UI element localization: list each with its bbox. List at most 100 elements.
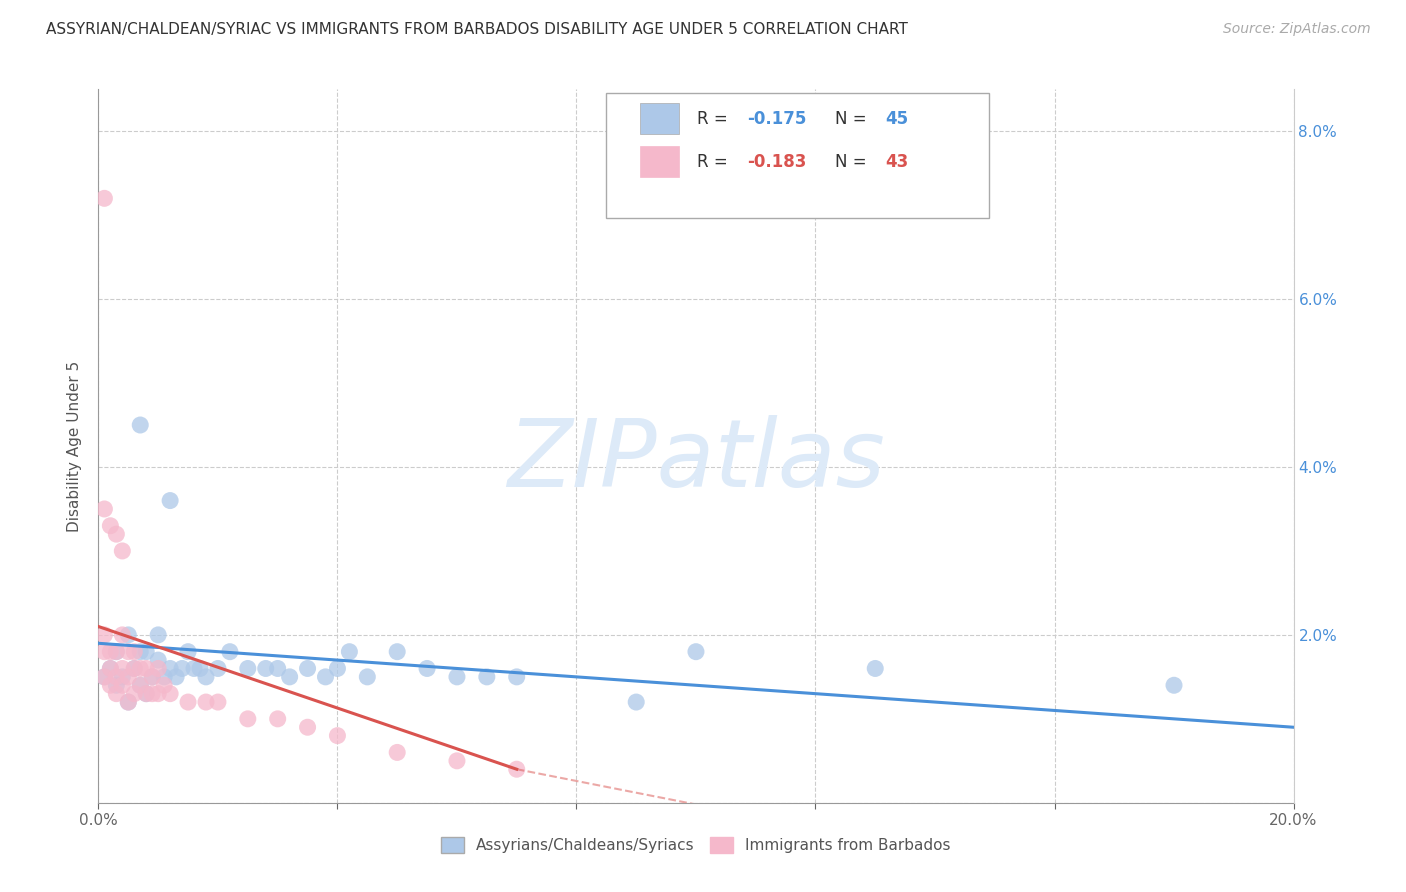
- Point: [475, 670, 498, 684]
- Point: [356, 670, 378, 684]
- Point: [385, 645, 409, 659]
- Point: [117, 628, 139, 642]
- Point: [267, 661, 290, 675]
- Point: [98, 661, 122, 675]
- Point: [685, 645, 707, 659]
- Point: [195, 670, 218, 684]
- Point: [506, 762, 529, 776]
- Point: [153, 678, 176, 692]
- Point: [105, 527, 128, 541]
- Point: [183, 661, 205, 675]
- Point: [865, 661, 887, 675]
- Point: [93, 645, 115, 659]
- Point: [188, 661, 211, 675]
- Point: [446, 670, 468, 684]
- Point: [267, 712, 290, 726]
- Point: [135, 687, 157, 701]
- Point: [105, 687, 128, 701]
- Point: [141, 670, 163, 684]
- Point: [159, 661, 181, 675]
- Text: -0.183: -0.183: [748, 153, 807, 170]
- Point: [177, 645, 200, 659]
- Point: [124, 645, 146, 659]
- Point: [111, 670, 134, 684]
- Point: [153, 670, 176, 684]
- FancyBboxPatch shape: [606, 93, 988, 218]
- Point: [93, 670, 115, 684]
- Point: [297, 661, 319, 675]
- Point: [141, 670, 163, 684]
- Text: 45: 45: [884, 110, 908, 128]
- Point: [111, 678, 134, 692]
- Point: [385, 746, 409, 760]
- Text: R =: R =: [697, 110, 733, 128]
- Point: [626, 695, 648, 709]
- Point: [148, 687, 170, 701]
- Point: [93, 628, 115, 642]
- Point: [117, 695, 139, 709]
- Point: [207, 695, 229, 709]
- Point: [105, 645, 128, 659]
- Point: [135, 661, 157, 675]
- Y-axis label: Disability Age Under 5: Disability Age Under 5: [67, 360, 83, 532]
- Point: [105, 670, 128, 684]
- Point: [135, 645, 157, 659]
- Point: [124, 661, 146, 675]
- Point: [446, 754, 468, 768]
- Point: [326, 729, 349, 743]
- Text: -0.175: -0.175: [748, 110, 807, 128]
- Point: [98, 678, 122, 692]
- Point: [129, 678, 152, 692]
- Text: 43: 43: [884, 153, 908, 170]
- Point: [111, 661, 134, 675]
- Text: ZIPatlas: ZIPatlas: [508, 415, 884, 506]
- Text: R =: R =: [697, 153, 733, 170]
- Point: [148, 628, 170, 642]
- Point: [117, 695, 139, 709]
- Point: [236, 712, 259, 726]
- Point: [117, 670, 139, 684]
- Point: [98, 518, 122, 533]
- Point: [1163, 678, 1185, 692]
- Point: [195, 695, 218, 709]
- Point: [129, 661, 152, 675]
- Point: [416, 661, 439, 675]
- Text: N =: N =: [835, 110, 872, 128]
- FancyBboxPatch shape: [640, 103, 679, 134]
- Point: [124, 687, 146, 701]
- Point: [207, 661, 229, 675]
- Point: [236, 661, 259, 675]
- Point: [254, 661, 277, 675]
- Point: [315, 670, 337, 684]
- Point: [124, 661, 146, 675]
- Point: [135, 687, 157, 701]
- Text: Source: ZipAtlas.com: Source: ZipAtlas.com: [1223, 22, 1371, 37]
- Point: [148, 653, 170, 667]
- Point: [326, 661, 349, 675]
- Point: [219, 645, 242, 659]
- Point: [93, 191, 115, 205]
- Point: [177, 695, 200, 709]
- Point: [339, 645, 361, 659]
- FancyBboxPatch shape: [640, 146, 679, 177]
- Point: [111, 544, 134, 558]
- Legend: Assyrians/Chaldeans/Syriacs, Immigrants from Barbados: Assyrians/Chaldeans/Syriacs, Immigrants …: [434, 831, 957, 859]
- Point: [159, 687, 181, 701]
- Point: [105, 645, 128, 659]
- Point: [506, 670, 529, 684]
- Point: [278, 670, 301, 684]
- Point: [297, 720, 319, 734]
- Point: [117, 645, 139, 659]
- Point: [111, 628, 134, 642]
- Point: [165, 670, 187, 684]
- Text: ASSYRIAN/CHALDEAN/SYRIAC VS IMMIGRANTS FROM BARBADOS DISABILITY AGE UNDER 5 CORR: ASSYRIAN/CHALDEAN/SYRIAC VS IMMIGRANTS F…: [46, 22, 908, 37]
- Point: [148, 661, 170, 675]
- Point: [93, 502, 115, 516]
- Point: [159, 493, 181, 508]
- Point: [129, 678, 152, 692]
- Point: [105, 678, 128, 692]
- Point: [172, 661, 194, 675]
- Point: [129, 645, 152, 659]
- Point: [98, 645, 122, 659]
- Point: [98, 661, 122, 675]
